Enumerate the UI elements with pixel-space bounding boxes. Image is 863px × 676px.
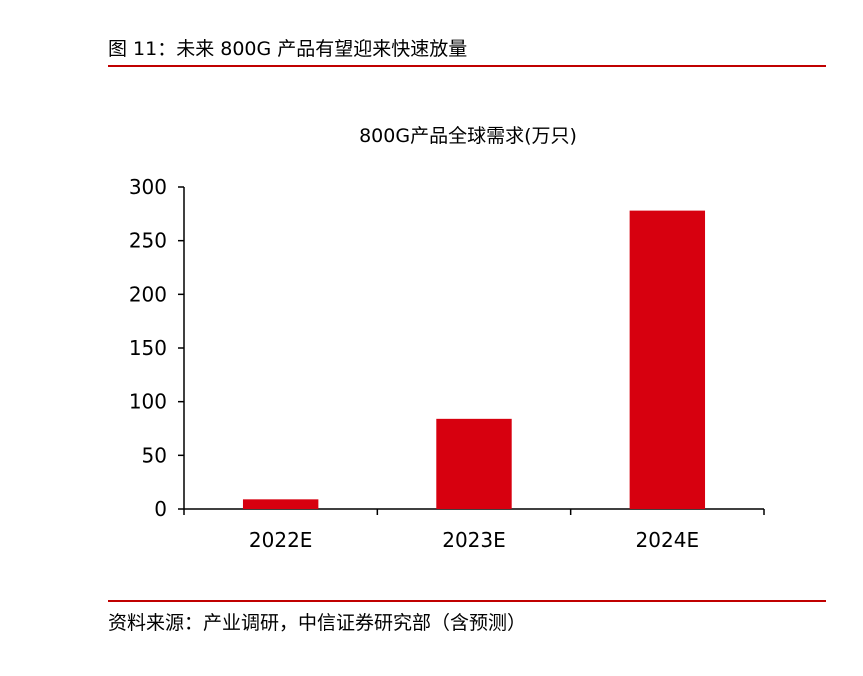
x-tick-label: 2022E bbox=[249, 528, 313, 552]
bar-2024E bbox=[629, 210, 706, 509]
y-tick-label: 0 bbox=[154, 497, 167, 521]
bar-2022E bbox=[242, 499, 319, 509]
x-tick-label: 2023E bbox=[442, 528, 506, 552]
bar-2023E bbox=[436, 418, 512, 509]
y-tick-label: 50 bbox=[142, 443, 167, 467]
bars bbox=[242, 210, 706, 509]
y-tick-label: 200 bbox=[129, 282, 167, 306]
y-tick-label: 250 bbox=[129, 229, 167, 253]
x-tick-label: 2024E bbox=[636, 528, 700, 552]
y-tick-label: 300 bbox=[129, 175, 167, 199]
figure-title: 图 11：未来 800G 产品有望迎来快速放量 bbox=[108, 38, 468, 60]
y-tick-label: 100 bbox=[129, 390, 167, 414]
header-divider bbox=[108, 65, 826, 67]
y-axis: 0 50 100 150 200 250 300 bbox=[129, 175, 185, 521]
source-note: 资料来源：产业调研，中信证券研究部（含预测） bbox=[108, 612, 527, 634]
x-axis: 2022E 2023E 2024E bbox=[183, 508, 765, 552]
y-tick-label: 150 bbox=[129, 336, 167, 360]
chart-title: 800G产品全球需求(万只) bbox=[359, 125, 577, 147]
footer-divider bbox=[108, 600, 826, 602]
